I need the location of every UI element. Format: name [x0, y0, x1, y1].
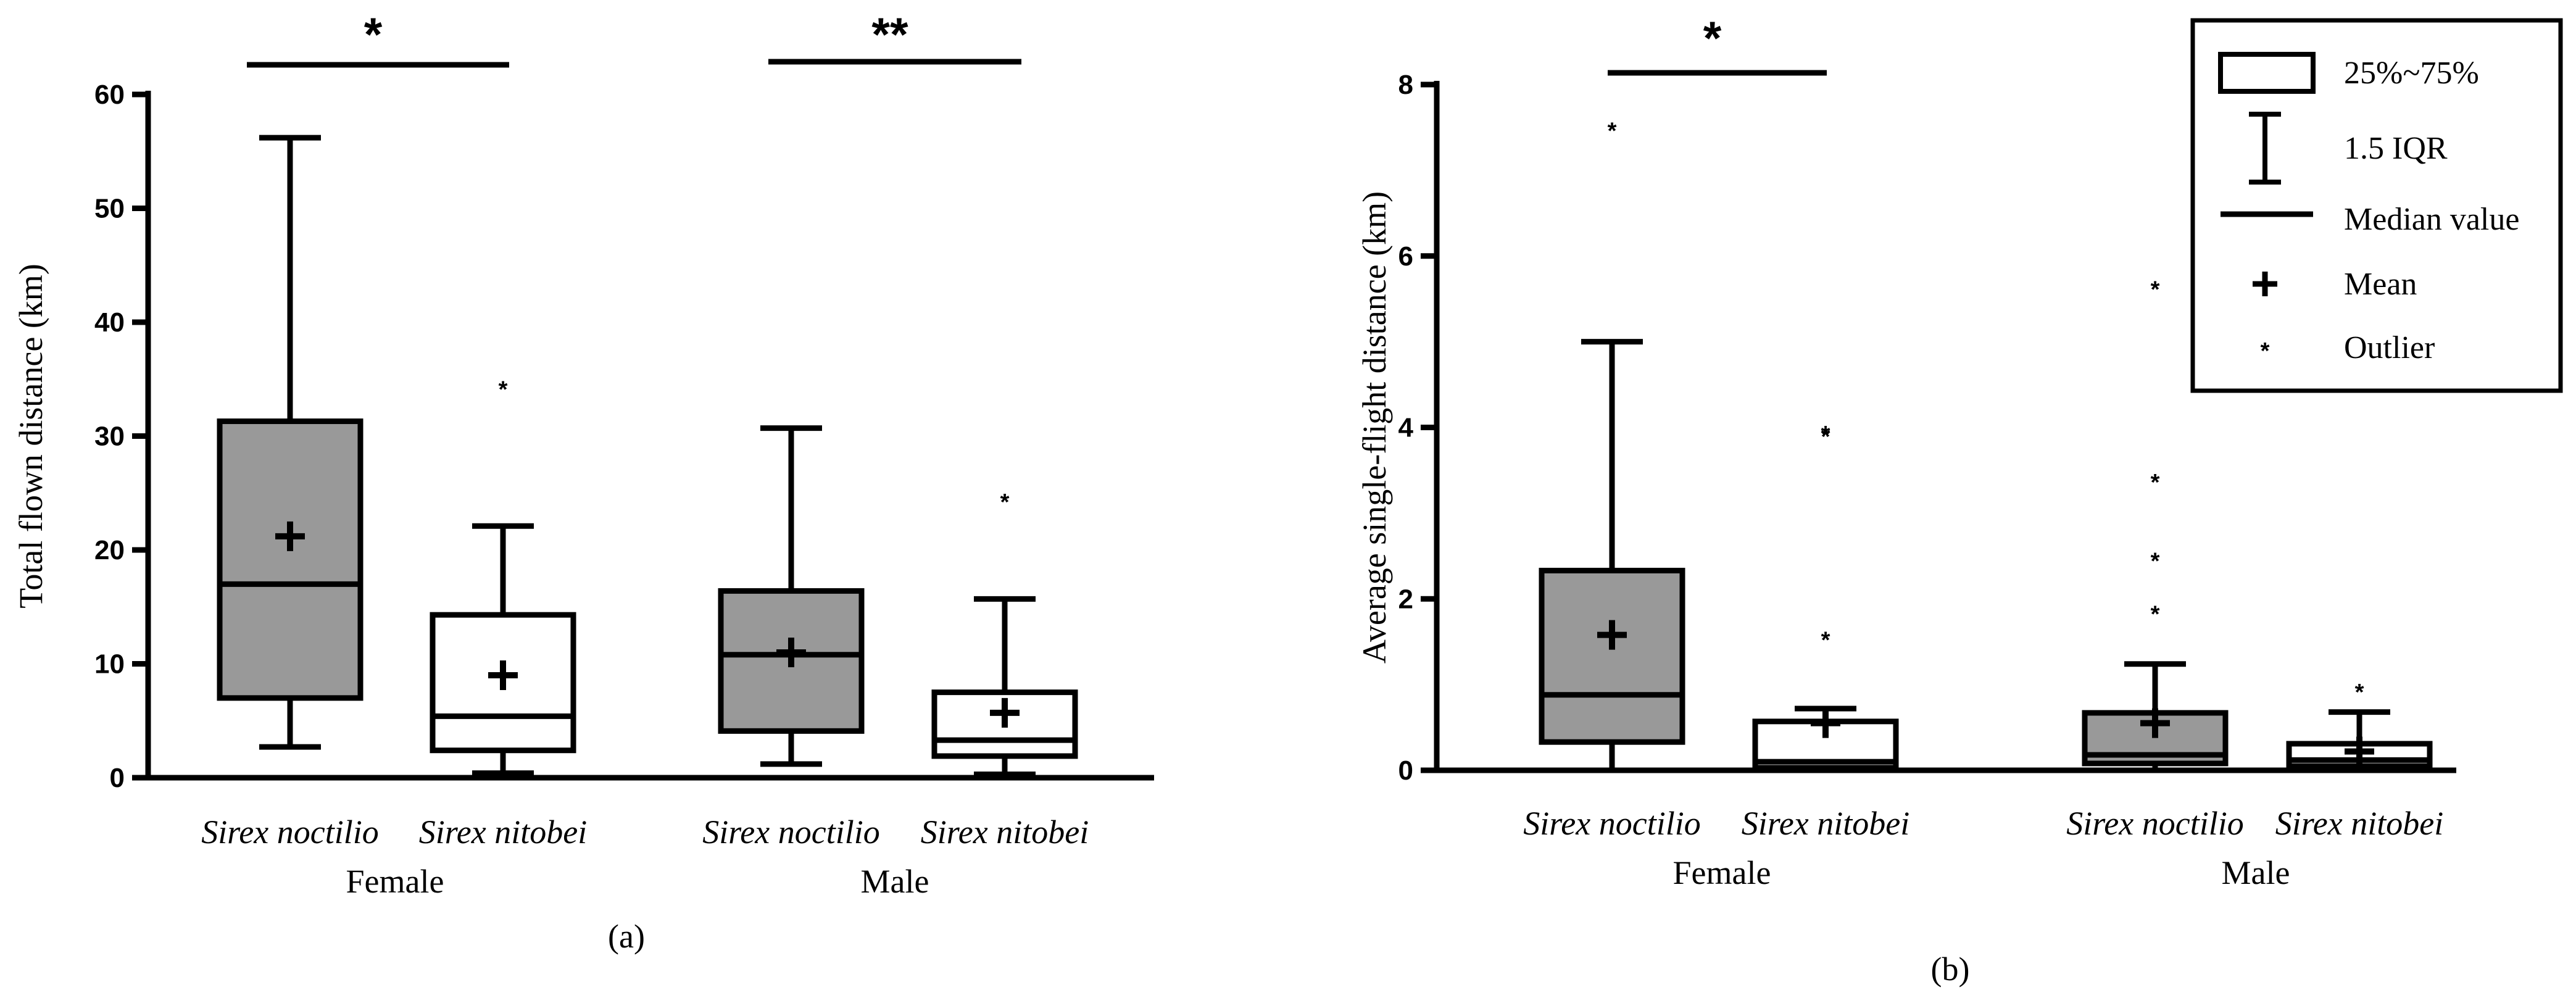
box-male-sirex-nitobei: * — [931, 489, 1078, 777]
y-tick-label: 40 — [94, 307, 125, 338]
legend-label: Median value — [2344, 202, 2519, 237]
group-label: Male — [2222, 854, 2290, 891]
legend-item-line: Median value — [2221, 202, 2519, 237]
legend-label: 25%~75% — [2344, 56, 2479, 91]
species-label: Sirex noctilio — [1523, 805, 1700, 842]
y-tick-label: 6 — [1398, 241, 1413, 272]
y-tick-label: 60 — [94, 80, 125, 110]
box-female-sirex-noctilio: * — [1539, 118, 1685, 773]
species-label: Sirex nitobei — [1742, 805, 1909, 842]
box-iqr — [217, 418, 364, 701]
outlier-point: * — [2355, 680, 2364, 705]
legend-item-box: 25%~75% — [2218, 52, 2479, 94]
legend-item-plus: Mean — [2253, 267, 2417, 302]
legend-item-whisker: 1.5 IQR — [2249, 112, 2448, 185]
legend-label: 1.5 IQR — [2344, 131, 2448, 166]
significance-label: ** — [871, 9, 908, 61]
panel-label: (b) — [1931, 951, 1970, 988]
species-label: Sirex nitobei — [2275, 805, 2443, 842]
legend-label: Mean — [2344, 267, 2417, 302]
y-tick-label: 4 — [1398, 413, 1414, 443]
y-tick-label: 2 — [1398, 584, 1413, 614]
outlier-point: * — [2151, 549, 2160, 575]
group-label: Female — [1673, 854, 1771, 891]
species-label: Sirex nitobei — [419, 814, 587, 851]
legend-outlier-symbol: * — [2261, 338, 2270, 364]
outlier-point: * — [2151, 470, 2160, 496]
panel-label: (a) — [608, 918, 645, 955]
y-axis-label: Total flown distance (km) — [12, 264, 49, 609]
significance-label: * — [1703, 12, 1722, 65]
box-male-sirex-noctilio — [718, 425, 865, 767]
box-male-sirex-noctilio: * * * * — [2082, 277, 2229, 773]
box-iqr — [1539, 567, 1685, 745]
y-tick-label: 50 — [94, 194, 125, 224]
y-tick-label: 30 — [94, 422, 125, 452]
group-label: Male — [861, 863, 929, 900]
species-label: Sirex noctilio — [702, 814, 879, 851]
box-male-sirex-nitobei: * — [2286, 680, 2433, 773]
y-tick-label: 0 — [110, 763, 125, 793]
outlier-point: * — [1821, 627, 1830, 653]
y-tick-label: 20 — [94, 535, 125, 565]
box-iqr — [931, 689, 1078, 759]
outlier-point: * — [2151, 602, 2160, 628]
significance-label: * — [364, 9, 383, 61]
outlier-point: * — [1608, 118, 1617, 144]
species-label: Sirex noctilio — [201, 814, 378, 851]
legend: 25%~75% 1.5 IQR Median value Mean * Outlier — [2190, 18, 2563, 393]
box-female-sirex-noctilio — [217, 135, 364, 750]
y-tick-label: 10 — [94, 649, 125, 680]
y-axis-label: Average single-flight distance (km) — [1356, 191, 1393, 664]
box-female-sirex-nitobei: *** — [1752, 422, 1899, 773]
y-tick-label: 0 — [1398, 755, 1413, 786]
legend-label: Outlier — [2344, 330, 2435, 365]
outlier-point: * — [2151, 277, 2160, 302]
panel-b-chart: 0 2 4 6 8 Average single-flight distance (km)… — [1356, 12, 2456, 988]
outlier-point: * — [1821, 422, 1830, 447]
box-female-sirex-nitobei: * — [430, 377, 576, 776]
species-label: Sirex noctilio — [2066, 805, 2243, 842]
legend-box-symbol — [2218, 52, 2316, 94]
outlier-point: * — [499, 377, 508, 402]
panel-a-chart: 0 10 20 30 40 50 60 Total flown distance (km) Si… — [12, 9, 1154, 955]
y-tick-label: 8 — [1398, 70, 1413, 100]
outlier-point: * — [1821, 424, 1830, 450]
outlier-point: * — [1000, 489, 1010, 515]
legend-item-star: * Outlier — [2261, 330, 2435, 365]
species-label: Sirex nitobei — [921, 814, 1089, 851]
group-label: Female — [346, 863, 444, 900]
